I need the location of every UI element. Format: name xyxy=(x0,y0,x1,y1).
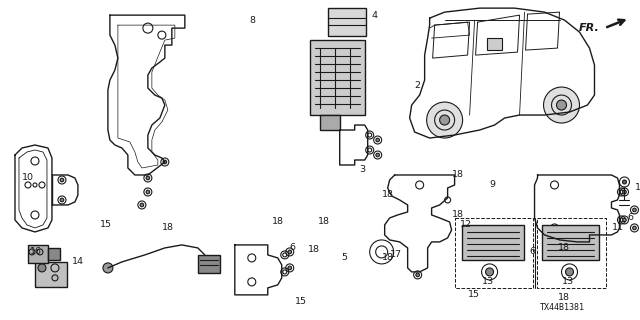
Bar xyxy=(486,38,502,50)
Bar xyxy=(454,218,532,288)
Circle shape xyxy=(370,240,394,264)
Text: 6: 6 xyxy=(627,213,634,222)
Circle shape xyxy=(163,160,166,164)
Text: 9: 9 xyxy=(490,180,495,189)
Circle shape xyxy=(633,208,636,212)
Text: 8: 8 xyxy=(250,16,256,25)
Text: 6: 6 xyxy=(290,244,296,252)
Text: 11: 11 xyxy=(611,223,623,232)
Text: 10: 10 xyxy=(22,173,34,182)
Circle shape xyxy=(288,266,292,270)
Circle shape xyxy=(481,264,497,280)
Text: 18: 18 xyxy=(452,171,463,180)
Text: 18: 18 xyxy=(317,218,330,227)
Text: 17: 17 xyxy=(390,251,402,260)
Text: 2: 2 xyxy=(415,81,420,90)
Circle shape xyxy=(146,176,150,180)
Circle shape xyxy=(103,263,113,273)
Circle shape xyxy=(561,264,577,280)
Text: 18: 18 xyxy=(272,218,284,227)
Text: 13: 13 xyxy=(481,277,493,286)
Bar xyxy=(328,8,365,36)
Bar xyxy=(461,225,524,260)
Text: 15: 15 xyxy=(295,297,307,306)
Text: 6: 6 xyxy=(529,247,536,256)
Text: TX44B1381: TX44B1381 xyxy=(540,303,584,312)
Text: 5: 5 xyxy=(342,253,348,262)
Bar xyxy=(198,255,220,273)
Text: FR.: FR. xyxy=(579,23,600,33)
Text: 4: 4 xyxy=(372,11,378,20)
Circle shape xyxy=(146,190,150,194)
Text: 18: 18 xyxy=(452,211,463,220)
Circle shape xyxy=(557,100,566,110)
Bar xyxy=(35,262,67,287)
Circle shape xyxy=(633,226,636,230)
Circle shape xyxy=(440,115,450,125)
Circle shape xyxy=(416,273,419,277)
Text: 15: 15 xyxy=(468,290,479,300)
Bar xyxy=(320,115,340,130)
Circle shape xyxy=(427,102,463,138)
Bar xyxy=(541,225,600,260)
Text: 1: 1 xyxy=(634,183,640,192)
Circle shape xyxy=(623,218,627,222)
Circle shape xyxy=(376,138,380,142)
Circle shape xyxy=(623,180,627,184)
Circle shape xyxy=(486,268,493,276)
Circle shape xyxy=(60,178,64,182)
Bar xyxy=(28,245,48,263)
Text: 18: 18 xyxy=(381,190,394,199)
Text: 14: 14 xyxy=(72,257,84,267)
Text: 18: 18 xyxy=(162,223,174,232)
Bar xyxy=(310,40,365,115)
Text: 12: 12 xyxy=(460,220,472,229)
Text: 18: 18 xyxy=(381,253,394,262)
Circle shape xyxy=(566,268,573,276)
Circle shape xyxy=(376,153,380,157)
Circle shape xyxy=(288,250,292,254)
Text: 18: 18 xyxy=(557,293,570,302)
Text: 18: 18 xyxy=(557,244,570,252)
Text: 16: 16 xyxy=(30,247,42,256)
Bar xyxy=(48,248,60,260)
Text: 13: 13 xyxy=(561,277,573,286)
Text: 15: 15 xyxy=(100,220,112,229)
Bar xyxy=(536,218,607,288)
Circle shape xyxy=(623,190,627,194)
Circle shape xyxy=(38,264,46,272)
Text: 18: 18 xyxy=(308,245,320,254)
Circle shape xyxy=(543,87,579,123)
Circle shape xyxy=(140,203,143,207)
Text: 3: 3 xyxy=(360,165,366,174)
Circle shape xyxy=(60,198,64,202)
